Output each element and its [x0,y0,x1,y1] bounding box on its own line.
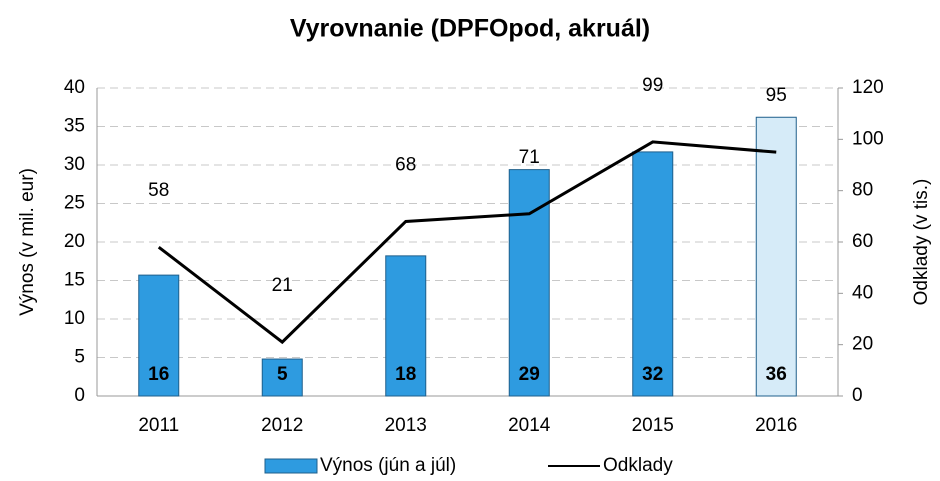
line-value-label: 99 [642,75,663,96]
line-value-label: 58 [148,180,169,201]
bar [632,151,674,397]
y2-tick-label: 20 [852,334,873,355]
bar [261,358,303,397]
y-tick-label: 15 [64,270,85,291]
line-value-label: 68 [395,154,416,175]
bar-value-label: 36 [766,364,787,385]
y2-tick-label: 80 [852,180,873,201]
line-value-label: 21 [272,275,293,296]
x-tick-label: 2011 [138,415,179,436]
y-tick-label: 30 [64,154,85,175]
bar-value-label: 18 [395,364,416,385]
legend-swatch [264,458,318,474]
y2-tick-label: 0 [852,385,863,406]
bar [755,116,797,397]
y-tick-label: 35 [64,116,85,137]
chart-title: Vyrovnanie (DPFOpod, akruál) [290,15,650,43]
y-tick-label: 20 [64,231,85,252]
line [157,140,777,345]
y2-tick-label: 60 [852,231,873,252]
x-tick-label: 2016 [755,415,797,436]
legend-label: Odklady [603,455,673,476]
y2-axis-label: Odklady (v tis.) [911,179,932,306]
y-tick-label: 40 [64,77,85,98]
y2-tick-label: 100 [852,128,884,149]
y-tick-label: 10 [64,308,85,329]
y2-tick-label: 40 [852,282,873,303]
y-axis-label: Výnos (v mil. eur) [17,168,38,316]
x-tick-label: 2013 [385,415,427,436]
x-tick-label: 2012 [261,415,303,436]
bar [385,255,427,397]
x-tick-label: 2015 [632,415,674,436]
bar-value-label: 32 [642,364,663,385]
legend-label: Výnos (jún a júl) [320,455,456,476]
bar-value-label: 29 [519,364,540,385]
line-value-label: 71 [519,147,540,168]
y-tick-label: 25 [64,193,85,214]
y2-tick-label: 120 [852,77,884,98]
y-tick-label: 5 [74,347,85,368]
bar-value-label: 5 [277,364,288,385]
y-tick-label: 0 [74,385,85,406]
bar [508,169,550,397]
bar-value-label: 16 [148,364,169,385]
line-value-label: 95 [766,85,787,106]
x-tick-label: 2014 [508,415,551,436]
bar [138,274,180,397]
